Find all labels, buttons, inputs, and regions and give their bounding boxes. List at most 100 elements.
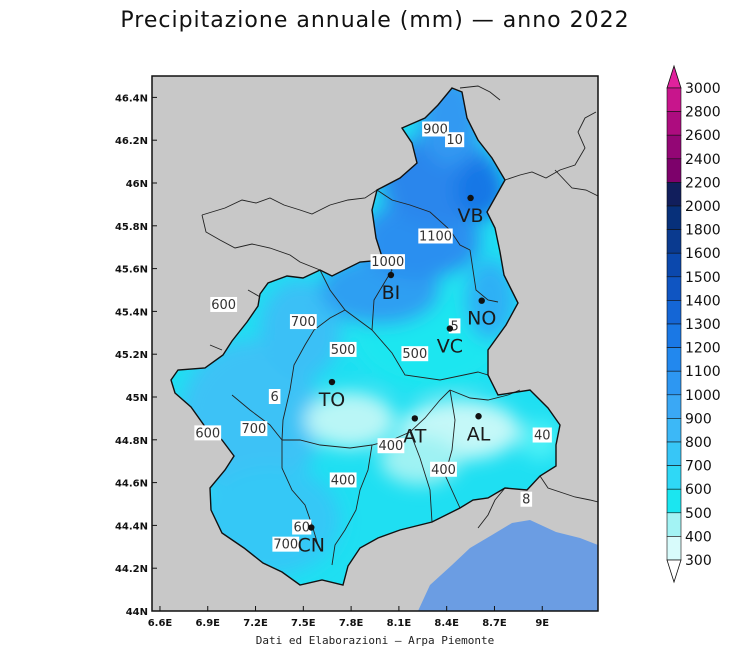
- contour-label-box: [418, 228, 453, 244]
- legend-label: 1400: [685, 293, 721, 309]
- lat-tick-label: 46.2N: [115, 136, 148, 147]
- lon-tick-label: 7.8E: [339, 618, 364, 629]
- lat-tick-label: 46N: [126, 179, 148, 190]
- legend-swatch: [666, 182, 682, 207]
- legend-swatch: [666, 87, 682, 112]
- city-marker: [328, 378, 336, 386]
- legend-label: 2200: [685, 175, 721, 191]
- legend-label: 1800: [685, 223, 721, 239]
- legend-swatch: [666, 512, 682, 537]
- legend-swatch: [666, 205, 682, 230]
- contour-label-box: [422, 121, 449, 137]
- contour-label: 500: [402, 347, 427, 362]
- legend-swatch: [666, 158, 682, 183]
- contour-label-box: [445, 132, 465, 148]
- legend-label: 1000: [685, 388, 721, 404]
- city-marker: [308, 524, 315, 531]
- contour-label: 5: [451, 319, 459, 334]
- legend-swatch: [666, 536, 682, 561]
- city-label: AT: [403, 425, 427, 447]
- contour-label: 60: [293, 521, 310, 536]
- contour-label-box: [289, 314, 317, 330]
- city-label: VB: [458, 205, 484, 227]
- legend-swatch: [666, 252, 682, 278]
- city-marker: [478, 297, 485, 304]
- lon-tick-label: 7.5E: [291, 618, 316, 629]
- contour-label: 400: [431, 463, 456, 478]
- city-marker: [411, 415, 419, 422]
- contour-label: 500: [331, 343, 356, 358]
- lat-tick-label: 44.8N: [115, 436, 148, 447]
- legend-swatch: [666, 418, 682, 443]
- legend-label: 1100: [685, 364, 721, 380]
- contour-label: 700: [291, 315, 316, 330]
- lat-tick-label: 45.2N: [115, 350, 148, 361]
- contour-label-box: [520, 491, 533, 507]
- legend-label: 900: [685, 411, 712, 427]
- lat-tick-label: 45.8N: [115, 222, 148, 233]
- contour-label-box: [448, 318, 461, 334]
- legend-swatch: [666, 347, 682, 372]
- lon-tick-label: 9E: [535, 618, 549, 629]
- lat-tick-label: 44.2N: [115, 564, 148, 575]
- legend-label: 3000: [685, 81, 721, 97]
- legend-label: 1600: [685, 246, 721, 262]
- contour-label: 1000: [371, 255, 404, 270]
- lat-tick-label: 44.6N: [115, 479, 148, 490]
- legend-label: 1200: [685, 341, 721, 357]
- contour-label-box: [329, 472, 357, 488]
- legend-swatch: [666, 323, 682, 348]
- city-label: BI: [382, 282, 401, 304]
- legend-label: 2600: [685, 128, 721, 144]
- contour-label: 600: [195, 426, 220, 441]
- legend-swatch: [666, 465, 682, 490]
- lon-tick-label: 7.2E: [243, 618, 268, 629]
- map-frame: [151, 75, 599, 612]
- legend-label: 300: [685, 553, 712, 569]
- city-marker: [467, 194, 474, 202]
- legend-swatch: [666, 488, 682, 514]
- city-label: AL: [467, 423, 491, 445]
- lon-tick-label: 8.1E: [387, 618, 412, 629]
- legend-label: 2000: [685, 199, 721, 215]
- legend-top-arrow: [666, 64, 682, 89]
- contour-label-box: [329, 341, 357, 357]
- contour-label-box: [272, 536, 300, 552]
- legend-label: 700: [685, 459, 712, 475]
- contour-label: 900: [423, 123, 448, 138]
- legend-label: 1300: [685, 317, 721, 333]
- contour-label-box: [210, 296, 238, 312]
- contour-label: 700: [242, 422, 267, 437]
- lat-tick-label: 44.4N: [115, 521, 148, 532]
- legend-label: 1500: [685, 270, 721, 286]
- credit-text: Dati ed Elaborazioni — Arpa Piemonte: [255, 634, 495, 647]
- contour-label-box: [430, 461, 457, 477]
- city-marker: [446, 325, 454, 332]
- legend-label: 2400: [685, 152, 721, 168]
- legend-swatch: [666, 300, 682, 325]
- contour-label-box: [377, 438, 405, 454]
- legend-swatch: [666, 441, 682, 466]
- contour-label-box: [292, 519, 312, 535]
- city-label: TO: [318, 389, 346, 411]
- contour-label-box: [194, 425, 222, 441]
- lon-tick-label: 8.7E: [482, 618, 507, 629]
- lat-tick-label: 45.6N: [115, 265, 148, 276]
- contour-label: 1100: [419, 230, 452, 245]
- contour-label: 10: [446, 133, 463, 148]
- lat-tick-label: 44N: [126, 607, 148, 618]
- city-label: NO: [467, 308, 496, 330]
- contour-label: 400: [331, 473, 356, 488]
- lat-tick-label: 45N: [126, 393, 148, 404]
- legend-swatch: [666, 394, 682, 419]
- contour-label-box: [240, 421, 268, 437]
- legend-swatch: [666, 111, 682, 136]
- lon-tick-label: 6.6E: [148, 618, 173, 629]
- lat-tick-label: 45.4N: [115, 307, 148, 318]
- region-outline: [170, 87, 561, 586]
- legend-label: 2800: [685, 105, 721, 121]
- contour-label: 6: [271, 390, 279, 405]
- city-marker: [475, 413, 482, 420]
- city-label: CN: [298, 535, 325, 557]
